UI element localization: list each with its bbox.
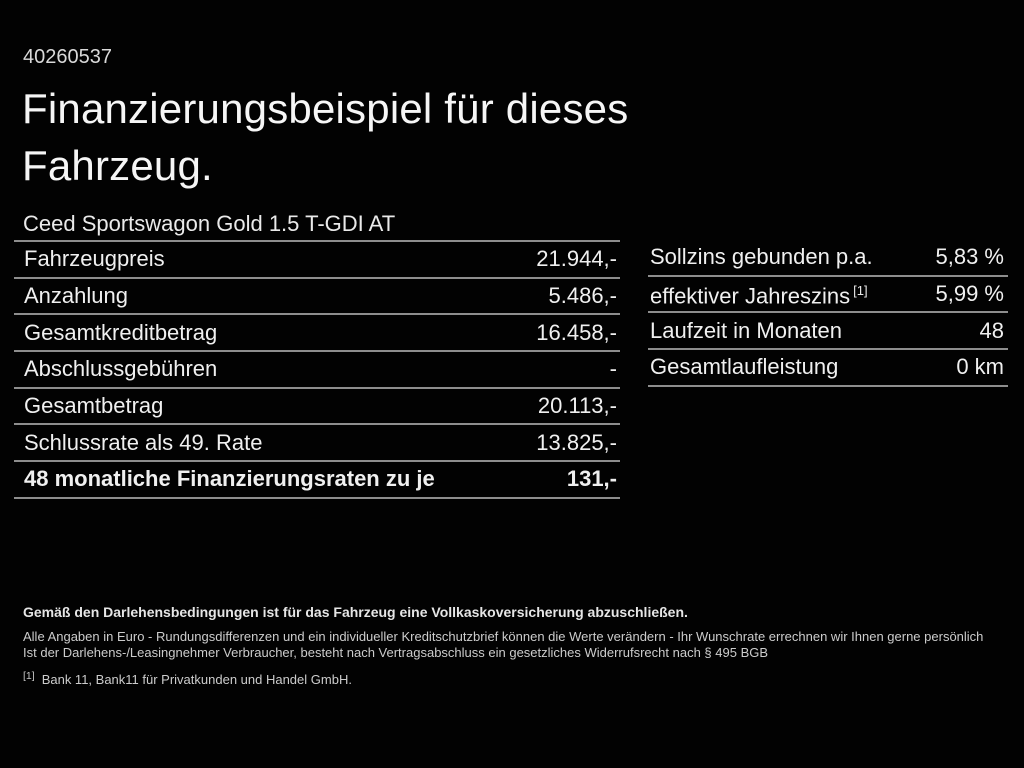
footnote-marker: [1] — [23, 670, 35, 682]
row-label: Laufzeit in Monaten — [650, 317, 843, 343]
disclaimer-line2: Ist der Darlehens-/Leasingnehmer Verbrau… — [23, 645, 769, 660]
row-label: Abschlussgebühren — [24, 356, 218, 382]
vehicle-name: Ceed Sportswagon Gold 1.5 T-GDI AT — [23, 211, 396, 236]
table-row-gesamtlaufleistung: Gesamtlaufleistung 0 km — [648, 350, 1008, 387]
table-row-effektiver-jahreszins: effektiver Jahreszins [1] 5,99 % — [648, 277, 1008, 314]
row-label: effektiver Jahreszins [1] — [650, 279, 868, 308]
table-row-sollzins: Sollzins gebunden p.a. 5,83 % — [648, 240, 1008, 277]
row-label: Fahrzeugpreis — [24, 246, 165, 272]
row-value: 131,- — [566, 466, 617, 492]
footnote-text: Bank 11, Bank11 für Privatkunden und Han… — [41, 672, 352, 687]
row-label: Anzahlung — [24, 283, 128, 309]
row-value: 21.944,- — [536, 246, 617, 272]
row-label: 48 monatliche Finanzierungsraten zu je — [24, 466, 435, 492]
row-label: Gesamtlaufleistung — [650, 354, 839, 380]
row-label-text: effektiver Jahreszins — [650, 283, 851, 309]
row-value: 48 — [979, 317, 1004, 343]
table-row-gesamtbetrag: Gesamtbetrag 20.113,- — [14, 389, 620, 426]
row-label: Sollzins gebunden p.a. — [650, 244, 873, 270]
disclaimer-line1: Alle Angaben in Euro - Rundungsdifferenz… — [23, 629, 984, 644]
row-value: 16.458,- — [536, 319, 617, 345]
page-title-line2: Fahrzeug. — [22, 142, 213, 189]
row-label: Gesamtkreditbetrag — [24, 319, 218, 345]
row-value: 5.486,- — [548, 283, 618, 309]
insurance-note: Gemäß den Darlehensbedingungen ist für d… — [23, 604, 688, 620]
row-value: 13.825,- — [536, 429, 617, 455]
table-row-abschlussgebuehren: Abschlussgebühren - — [14, 352, 620, 389]
financing-table: Fahrzeugpreis 21.944,- Anzahlung 5.486,-… — [14, 240, 620, 499]
table-row-monatsrate: 48 monatliche Finanzierungsraten zu je 1… — [14, 462, 620, 499]
table-row-fahrzeugpreis: Fahrzeugpreis 21.944,- — [14, 242, 620, 279]
conditions-table: Sollzins gebunden p.a. 5,83 % effektiver… — [648, 240, 1008, 387]
row-value: - — [609, 356, 617, 382]
table-row-schlussrate: Schlussrate als 49. Rate 13.825,- — [14, 425, 620, 463]
page-title: Finanzierungsbeispiel für dieses Fahrzeu… — [22, 80, 628, 194]
row-value: 20.113,- — [537, 393, 617, 419]
footnote-ref: [1] — [853, 283, 868, 299]
listing-id: 40260537 — [23, 46, 112, 68]
row-value: 5,99 % — [935, 281, 1005, 307]
page-title-line1: Finanzierungsbeispiel für dieses — [22, 85, 629, 132]
bank-footnote: [1] Bank 11, Bank11 für Privatkunden und … — [23, 670, 352, 687]
row-value: 5,83 % — [935, 244, 1005, 270]
table-row-gesamtkreditbetrag: Gesamtkreditbetrag 16.458,- — [14, 315, 620, 353]
table-row-laufzeit: Laufzeit in Monaten 48 — [648, 313, 1008, 351]
row-label: Gesamtbetrag — [24, 393, 164, 419]
row-value: 0 km — [956, 354, 1004, 380]
table-row-anzahlung: Anzahlung 5.486,- — [14, 279, 620, 316]
row-label: Schlussrate als 49. Rate — [24, 429, 263, 455]
